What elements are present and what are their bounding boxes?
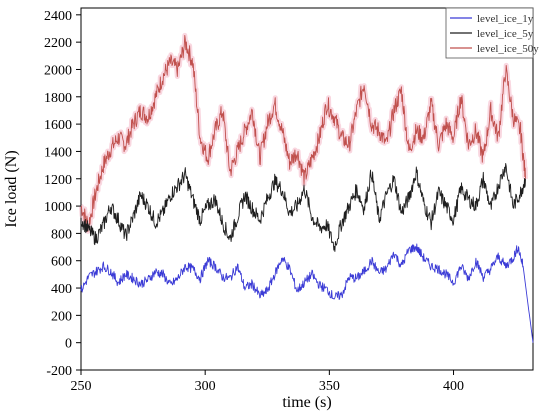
legend: level_ice_1y level_ice_5y level_ice_50y — [445, 7, 539, 59]
y-tick-label: 1000 — [44, 200, 72, 215]
x-tick-label: 350 — [319, 379, 340, 394]
series-line-level_ice_5y — [80, 163, 526, 252]
y-axis-title: Ice load (N) — [3, 150, 20, 227]
y-tick-label: 1600 — [44, 118, 72, 133]
y-tick-label: 1400 — [44, 145, 72, 160]
series-line-level_ice_50y — [80, 34, 526, 232]
legend-label-50y: level_ice_50y — [477, 43, 539, 55]
y-tick-label: 0 — [65, 337, 72, 352]
legend-label-5y: level_ice_5y — [477, 28, 534, 40]
y-tick-label: 600 — [51, 255, 72, 270]
series-layer — [79, 32, 534, 343]
y-tick-label: 2400 — [44, 9, 72, 24]
x-tick-label: 400 — [443, 379, 464, 394]
y-tick-label: 1800 — [44, 91, 72, 106]
y-tick-label: 1200 — [44, 173, 72, 188]
x-tick-label: 250 — [71, 379, 92, 394]
y-tick-label: 200 — [51, 309, 72, 324]
series-line-level_ice_1y — [80, 243, 534, 343]
x-axis-title: time (s) — [282, 394, 331, 411]
legend-label-1y: level_ice_1y — [477, 13, 534, 25]
y-tick-label: 400 — [51, 282, 72, 297]
plot-area — [80, 7, 534, 371]
y-tick-label: -200 — [46, 364, 72, 379]
y-tick-labels-group: -200 0 200 400 600 800 1000 1200 1400 1600 1800 200… — [44, 9, 81, 379]
y-tick-label: 2200 — [44, 36, 72, 51]
x-tick-label: 300 — [195, 379, 216, 394]
x-tick-labels-group: 250 300 350 400 — [71, 370, 464, 394]
y-tick-label: 2000 — [44, 63, 72, 78]
y-tick-label: 800 — [51, 227, 72, 242]
